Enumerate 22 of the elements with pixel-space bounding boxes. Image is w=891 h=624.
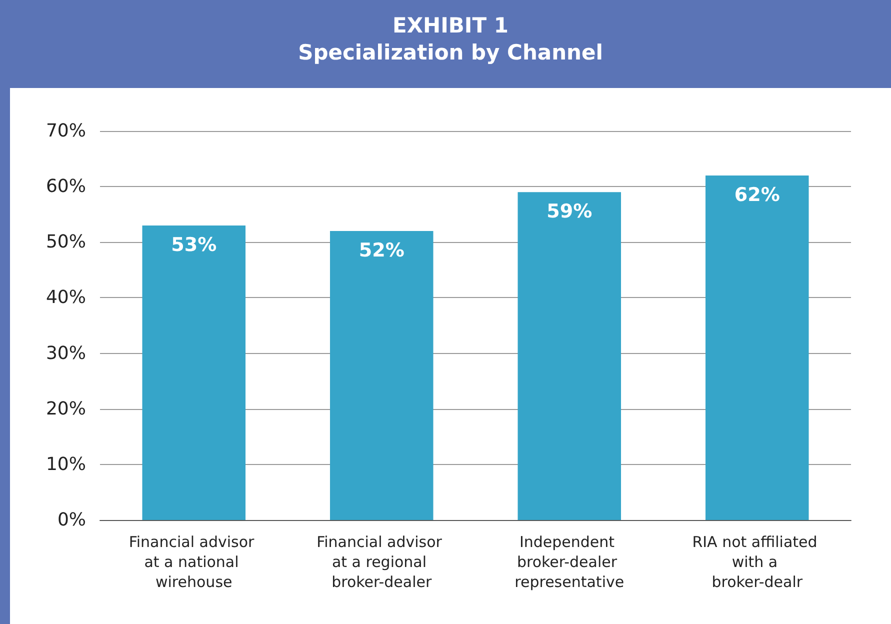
chart-subtitle: Specialization by Channel [298,40,603,64]
data-label: 62% [734,184,780,206]
bar [518,192,622,520]
y-tick-label: 20% [46,398,86,420]
y-tick-label: 30% [46,342,86,364]
y-tick-label: 70% [46,120,86,142]
bar [142,225,246,520]
x-tick-label: Financial advisor at a national wirehouse [128,533,259,591]
y-tick-label: 50% [46,232,86,253]
y-tick-label: 0% [57,510,86,530]
chart-title: EXHIBIT 1 [392,14,508,38]
bar [330,231,434,520]
y-tick-label: 40% [46,287,86,308]
x-tick-label: Independent broker-dealer representative [514,533,624,591]
data-label: 52% [358,240,404,262]
x-tick-label: Financial advisor at a regional broker-dealer [316,533,447,591]
data-label: 53% [171,234,217,256]
x-tick-label: RIA not affiliated with a broker-dealr [692,533,822,591]
bar [705,175,809,520]
data-label: 59% [546,200,592,223]
y-tick-label: 60% [46,176,86,198]
y-tick-label: 10% [46,454,86,475]
